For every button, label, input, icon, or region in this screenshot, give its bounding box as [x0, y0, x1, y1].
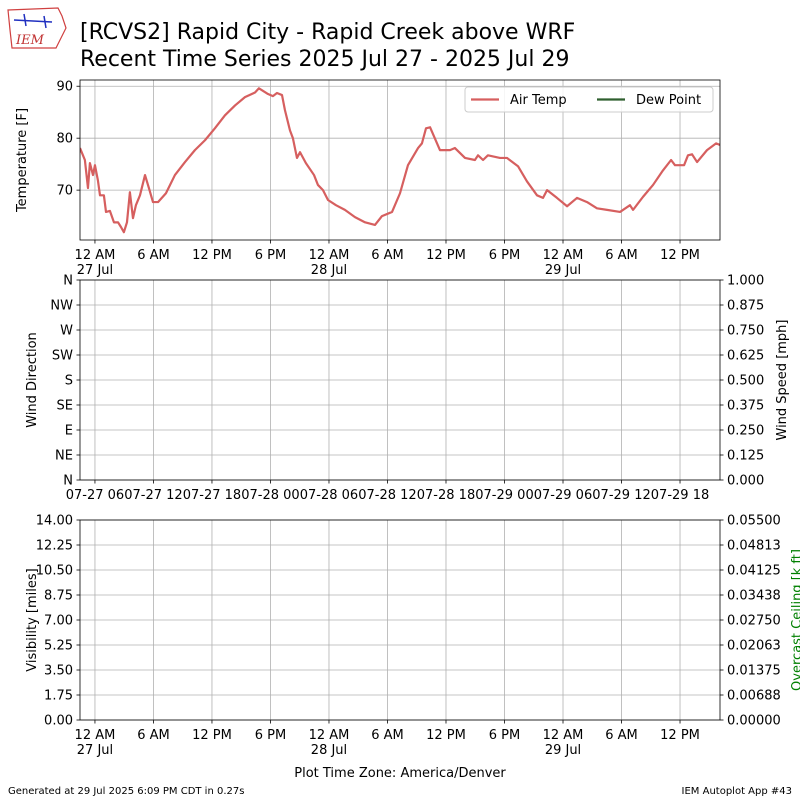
y2-tick-label: 0.01375 — [727, 664, 781, 679]
panel: 12 AM 27 Jul 6 AM 12 PM 6 PM 12 AM 28 Jul 6 AM 1… — [15, 79, 721, 278]
y-tick-label: NE — [55, 449, 73, 464]
x-tick-label: 07-28 00 — [241, 488, 299, 503]
x-tick-label: 6 PM — [489, 728, 520, 743]
y-tick-label: SW — [52, 349, 73, 364]
legend-box — [464, 86, 714, 113]
y-tick-label: 80 — [56, 132, 73, 147]
x-tick-label: 6 AM — [605, 248, 638, 263]
axes-frame — [79, 79, 721, 241]
y-axis-label: Temperature [F] — [15, 108, 30, 213]
x-tick-label: 07-29 00 — [475, 488, 533, 503]
y2-tick-label: 0.000 — [727, 474, 764, 489]
x-tick-label: 12 PM — [192, 248, 232, 263]
title-line: Recent Time Series 2025 Jul 27 - 2025 Ju… — [80, 47, 569, 72]
y2-tick-label: 0.02750 — [727, 614, 781, 629]
x-tick-label: 12 AM 27 Jul — [75, 248, 116, 278]
x-tick-label: 12 AM 28 Jul — [309, 248, 350, 278]
x-tick-label: 07-27 12 — [124, 488, 182, 503]
legend-label: Dew Point — [636, 93, 701, 108]
y-tick-label: NW — [50, 299, 73, 314]
y2-tick-label: 0.750 — [727, 324, 764, 339]
footer-right: IEM Autoplot App #43 — [682, 786, 792, 797]
y2-tick-label: 0.00688 — [727, 689, 781, 704]
logo-line — [43, 15, 47, 29]
y-tick-label: 10.50 — [36, 564, 73, 579]
y2-tick-label: 0.04125 — [727, 564, 781, 579]
x-tick-label: 6 AM — [137, 728, 170, 743]
x-tick-label: 6 PM — [489, 248, 520, 263]
y2-tick-label: 0.04813 — [727, 539, 781, 554]
y2-tick-label: 0.00000 — [727, 714, 781, 729]
x-tick-label: 12 PM — [660, 728, 700, 743]
panel: 07-27 06 07-27 12 07-27 18 07-28 00 07-28 06… — [25, 274, 790, 504]
x-tick-label: 6 AM — [371, 728, 404, 743]
x-tick-label: 6 PM — [255, 728, 286, 743]
y-tick-label: S — [65, 374, 73, 389]
y-tick-label: 8.75 — [44, 589, 73, 604]
logo-outline — [7, 7, 67, 49]
y2-axis-label: Overcast Ceiling [k ft] — [790, 549, 800, 691]
y2-tick-label: 0.03438 — [727, 589, 781, 604]
y-tick-label: 5.25 — [44, 639, 73, 654]
y2-tick-label: 0.02063 — [727, 639, 781, 654]
x-tick-label: 12 AM 29 Jul — [543, 728, 584, 758]
y-tick-label: E — [65, 424, 73, 439]
x-tick-label: 6 PM — [255, 248, 286, 263]
logo: IEM — [7, 7, 67, 49]
y-tick-label: 70 — [56, 184, 73, 199]
axes-frame — [79, 279, 721, 481]
y-tick-label: SE — [57, 399, 73, 414]
legend: Air Temp Dew Point — [464, 86, 714, 113]
logo-text: IEM — [15, 33, 45, 48]
y2-tick-label: 0.875 — [727, 299, 764, 314]
x-tick-label: 12 AM 29 Jul — [543, 248, 584, 278]
x-tick-label: 07-28 18 — [417, 488, 475, 503]
y2-tick-label: 0.375 — [727, 399, 764, 414]
y-tick-label: 12.25 — [36, 539, 73, 554]
x-tick-label: 07-27 06 — [66, 488, 124, 503]
x-tick-label: 12 PM — [192, 728, 232, 743]
x-tick-label: 12 PM — [426, 248, 466, 263]
x-tick-label: 6 AM — [371, 248, 404, 263]
y-tick-label: 1.75 — [44, 689, 73, 704]
x-tick-label: 07-29 12 — [592, 488, 650, 503]
y-tick-label: W — [60, 324, 73, 339]
y-tick-label: 3.50 — [44, 664, 73, 679]
x-tick-label: 12 PM — [660, 248, 700, 263]
logo-line — [23, 13, 27, 27]
y2-tick-label: 0.05500 — [727, 514, 781, 529]
y2-axis-label: Wind Speed [mph] — [775, 320, 790, 441]
x-axis-label: Plot Time Zone: America/Denver — [294, 766, 506, 781]
y-tick-label: N — [63, 474, 73, 489]
y-tick-label: 90 — [56, 80, 73, 95]
y2-tick-label: 0.625 — [727, 349, 764, 364]
title-line: [RCVS2] Rapid City - Rapid Creek above W… — [80, 20, 575, 45]
y-tick-label: 7.00 — [44, 614, 73, 629]
y-axis-label: Visibility [miles] — [25, 568, 40, 671]
x-tick-label: 12 AM 27 Jul — [75, 728, 116, 758]
y2-tick-label: 1.000 — [727, 274, 764, 289]
x-tick-label: 12 PM — [426, 728, 466, 743]
x-tick-label: 07-28 12 — [358, 488, 416, 503]
x-tick-label: 07-29 18 — [651, 488, 709, 503]
x-tick-label: 6 AM — [137, 248, 170, 263]
series-line — [80, 87, 720, 234]
y-tick-label: 0.00 — [44, 714, 73, 729]
legend-label: Air Temp — [510, 93, 567, 108]
panel: 12 AM 27 Jul 6 AM 12 PM 6 PM 12 AM 28 Jul 6 AM 1… — [25, 514, 800, 782]
y2-tick-label: 0.250 — [727, 424, 764, 439]
x-tick-label: 6 AM — [605, 728, 638, 743]
x-tick-label: 07-29 06 — [534, 488, 592, 503]
y-tick-label: 14.00 — [36, 514, 73, 529]
y-tick-label: N — [63, 274, 73, 289]
axes-frame — [79, 519, 721, 721]
x-tick-label: 12 AM 28 Jul — [309, 728, 350, 758]
footer-left: Generated at 29 Jul 2025 6:09 PM CDT in … — [8, 786, 244, 797]
x-tick-label: 07-27 18 — [183, 488, 241, 503]
y-axis-label: Wind Direction — [25, 332, 40, 428]
y2-tick-label: 0.125 — [727, 449, 764, 464]
x-tick-label: 07-28 06 — [300, 488, 358, 503]
y2-tick-label: 0.500 — [727, 374, 764, 389]
